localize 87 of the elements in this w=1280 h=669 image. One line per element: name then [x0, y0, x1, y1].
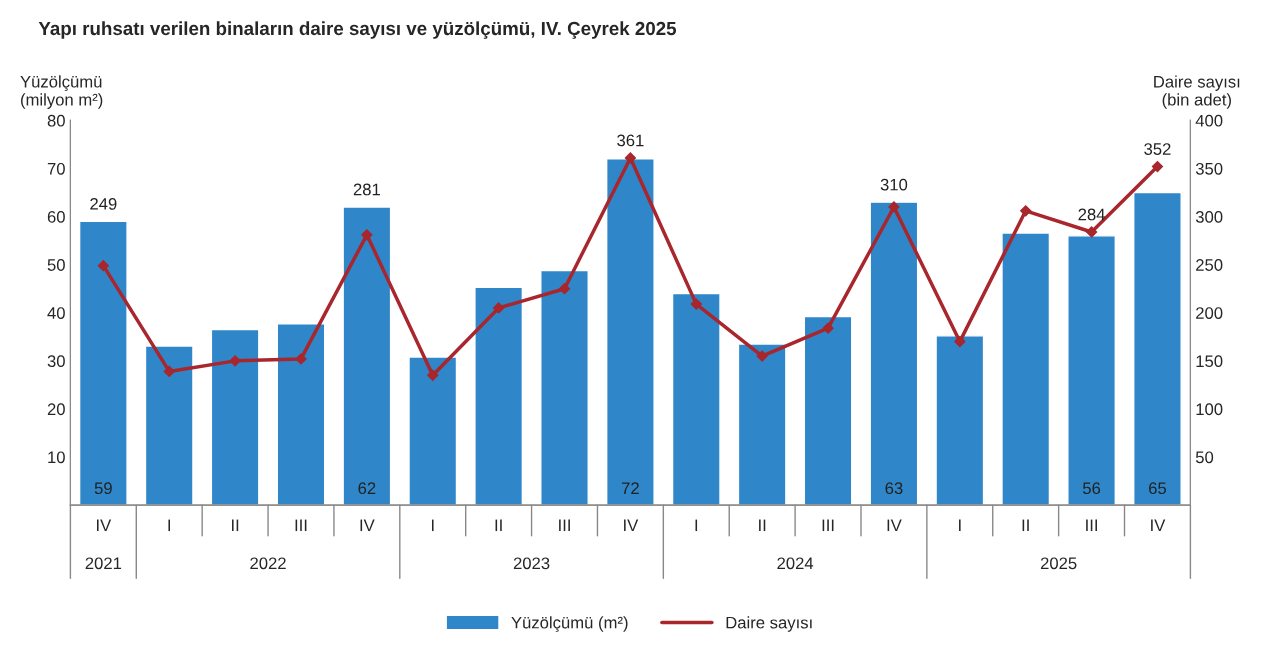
bar [474, 286, 524, 506]
x-tick-label: I [695, 519, 698, 532]
point [558, 283, 571, 295]
data-label: 281 [353, 183, 380, 196]
x-tick-label: IV [97, 519, 112, 532]
bar [408, 356, 458, 506]
data-label: 63 [885, 482, 903, 495]
x-tick-label: IV [1151, 519, 1166, 532]
y-tick-label: 50 [47, 259, 65, 271]
point [427, 369, 439, 381]
x-tick-label: II [759, 519, 766, 532]
bar [1133, 191, 1182, 506]
bar [935, 335, 985, 506]
bar [276, 323, 326, 506]
y-tick-label: 70 [47, 162, 65, 175]
y2-tick-label: 350 [1195, 162, 1223, 175]
bar [737, 343, 787, 506]
data-label: 65 [1149, 482, 1167, 495]
point [361, 229, 373, 241]
bar [78, 220, 128, 506]
y-tick-label: 60 [47, 210, 65, 223]
y2-tick-label: 100 [1196, 403, 1223, 416]
chart-title: Yapı ruhsatı verilen binaların daire sayısı ve yüzölçümü, IV. Çeyrek 2025 [38, 21, 677, 39]
bar [605, 158, 655, 506]
x-tick-label: IV [624, 519, 639, 532]
data-label: 72 [621, 482, 639, 494]
y2-tick-label: 200 [1196, 307, 1223, 319]
y2-tick-label: 50 [1195, 451, 1214, 464]
x-tick-label: II [495, 519, 502, 532]
text: 2022 [250, 557, 286, 570]
data-label: 352 [1144, 143, 1171, 155]
y2-tick-label: 300 [1195, 210, 1223, 223]
point [624, 152, 637, 164]
data-label: 56 [1082, 482, 1101, 495]
data-label: 361 [617, 134, 644, 147]
data-label: 59 [94, 482, 112, 495]
y-tick-label: 10 [48, 451, 65, 464]
point [493, 302, 505, 314]
x-tick-label: III [1086, 519, 1097, 532]
data-label: 284 [1078, 208, 1105, 221]
point [1085, 226, 1098, 238]
text: 2024 [777, 557, 814, 570]
point [1020, 205, 1032, 217]
bar [1001, 232, 1051, 506]
text: 2025 [1040, 557, 1077, 570]
x-tick-label: II [1022, 519, 1029, 532]
point [690, 298, 702, 310]
bar [1067, 235, 1116, 506]
y-tick-label: 30 [47, 355, 65, 368]
x-tick-label: III [295, 519, 307, 532]
x-tick-label: I [431, 519, 434, 532]
x-tick-label: I [168, 519, 170, 532]
x-tick-label: III [822, 519, 834, 532]
text: 2021 [85, 557, 122, 570]
bar [210, 328, 260, 506]
bar [342, 206, 392, 506]
y-tick-label: 80 [47, 114, 65, 127]
point [822, 322, 834, 334]
point [756, 350, 768, 362]
x-tick-label: IV [887, 519, 902, 532]
bar [671, 292, 721, 506]
y2-tick-label: 150 [1196, 355, 1223, 368]
bar [144, 345, 194, 506]
bar [540, 269, 589, 506]
y-tick-label: 40 [47, 307, 65, 319]
x-tick-label: I [959, 519, 961, 532]
text: 2023 [513, 557, 550, 570]
y2-tick-label: 400 [1195, 114, 1223, 127]
legend-label: Yüzölçümü (m²) [511, 616, 628, 632]
point [97, 260, 109, 272]
x-tick-label: III [559, 519, 570, 532]
y2-tick-label: 250 [1196, 259, 1223, 271]
x-tick-label: IV [360, 519, 375, 532]
point [1151, 160, 1164, 173]
y2-axis-title: Daire sayısı (bin adet) [1154, 75, 1240, 109]
y-axis-title: Yüzölçümü (milyon m²) [20, 75, 103, 109]
point [954, 336, 966, 348]
bar [803, 315, 853, 506]
data-label: 62 [358, 482, 376, 495]
y-tick-label: 20 [47, 403, 65, 416]
x-tick-label: II [232, 519, 239, 532]
data-label: 310 [880, 178, 908, 191]
data-label: 249 [90, 197, 117, 210]
point [163, 365, 175, 378]
point [229, 355, 241, 367]
bar [869, 201, 919, 506]
legend-label: Daire sayısı [726, 616, 812, 632]
